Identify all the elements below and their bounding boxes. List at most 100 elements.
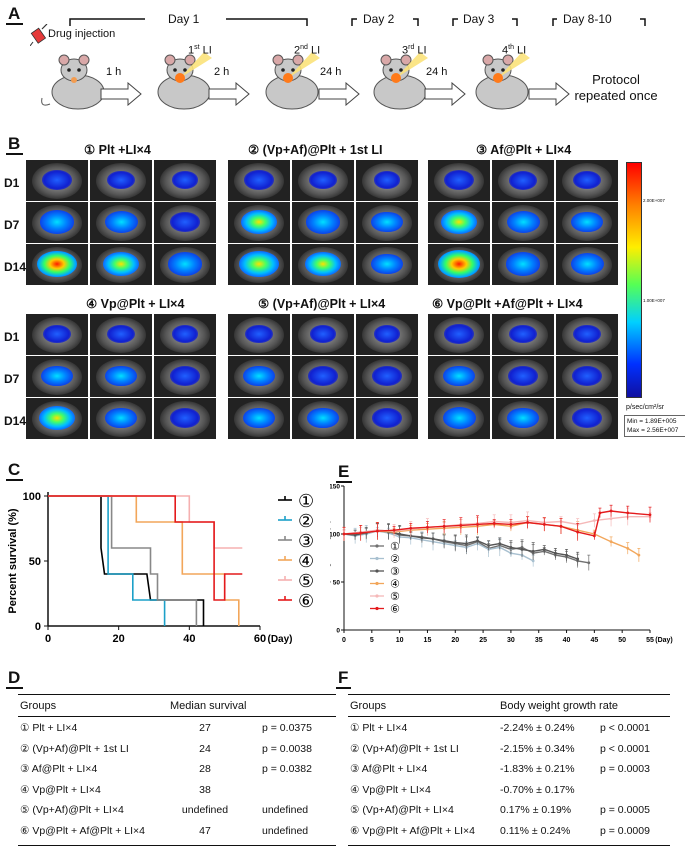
table-row-value: 0.11% ± 0.24% bbox=[500, 824, 571, 837]
y-tick-label: 100 bbox=[23, 491, 41, 503]
table-row-value: 27 bbox=[199, 722, 211, 734]
x-tick-label: 45 bbox=[590, 637, 598, 644]
weight-point bbox=[598, 511, 602, 515]
table-row-group: ② (Vp+Af)@Plt + 1st LI bbox=[350, 742, 459, 755]
x-axis-label: (Day) bbox=[655, 637, 673, 644]
weight-point bbox=[498, 542, 502, 545]
y-tick-label: 0 bbox=[336, 628, 340, 635]
mouse-image bbox=[292, 160, 354, 201]
weight-point bbox=[359, 531, 363, 535]
mouse-image bbox=[492, 398, 554, 439]
mouse-image bbox=[356, 356, 418, 397]
colorbar-unit: p/sec/cm²/sr bbox=[626, 404, 665, 411]
mouse-image bbox=[428, 356, 490, 397]
mouse-image bbox=[428, 202, 490, 243]
protocol-note: Protocol repeated once bbox=[574, 72, 658, 103]
weight-point bbox=[587, 561, 591, 565]
survival-line-1 bbox=[48, 495, 205, 626]
legend-marker-3 bbox=[375, 569, 379, 573]
colorbar-tick-high: 2.00E+007 bbox=[643, 198, 665, 203]
legend-label-5: ⑤ bbox=[390, 590, 400, 603]
weight-point bbox=[576, 530, 580, 534]
group-title-5: ⑤ (Vp+Af)@Plt + LI×4 bbox=[258, 297, 386, 311]
mouse-image bbox=[356, 314, 418, 355]
mouse-image bbox=[90, 160, 152, 201]
weight-point bbox=[531, 549, 535, 553]
time-label-4: 24 h bbox=[426, 66, 448, 78]
x-tick-label: 20 bbox=[113, 633, 125, 645]
survival-chart: 0 20 40 60 0 50 100 (Day) Percent survival (%) ①②… bbox=[7, 491, 314, 645]
mouse-image bbox=[228, 314, 290, 355]
arrow-icon-4 bbox=[424, 82, 466, 106]
legend-marker-5 bbox=[375, 594, 379, 598]
mouse-image bbox=[154, 244, 216, 285]
panel-label-d: D bbox=[5, 668, 24, 689]
row-label-d1-top: D1 bbox=[4, 176, 20, 190]
table-row-value: 28 bbox=[199, 763, 211, 775]
mouse-image bbox=[154, 398, 216, 439]
colorbar-range-box: Min = 1.89E+005 Max = 2.56E+007 bbox=[624, 415, 685, 437]
mouse-image bbox=[26, 202, 88, 243]
x-tick-label: 15 bbox=[424, 637, 432, 644]
mouse-image bbox=[556, 398, 618, 439]
row-label-d14-bottom: D14 bbox=[4, 414, 27, 428]
legend-label-3: ③ bbox=[298, 531, 314, 552]
table-row-p: p < 0.0001 bbox=[600, 722, 650, 734]
weight-point bbox=[420, 536, 424, 540]
panel-label-c: C bbox=[5, 460, 24, 481]
syringe-icon bbox=[30, 24, 48, 46]
mouse-icon-li-4 bbox=[475, 52, 530, 110]
legend-marker-6 bbox=[375, 606, 379, 611]
table-row-p: undefined bbox=[262, 804, 309, 816]
legend-marker-4 bbox=[375, 581, 379, 586]
weight-point bbox=[520, 547, 524, 551]
mouse-image bbox=[228, 356, 290, 397]
weight-point bbox=[476, 523, 479, 526]
panel-label-e: E bbox=[335, 462, 353, 483]
mouse-icon-li-3 bbox=[373, 52, 428, 110]
table-header-value: Body weight growth rate bbox=[500, 700, 619, 712]
table-row-p: p < 0.0001 bbox=[600, 742, 650, 755]
x-tick-label: 0 bbox=[342, 637, 346, 644]
table-row-group: ④ Vp@Plt + LI×4 bbox=[350, 783, 431, 796]
arrow-icon-5 bbox=[528, 82, 570, 106]
table-row-p: p = 0.0382 bbox=[262, 763, 312, 775]
table-mid-rule bbox=[18, 716, 336, 718]
mouse-image bbox=[428, 244, 490, 285]
mouse-image bbox=[228, 202, 290, 243]
weight-point bbox=[626, 547, 630, 550]
weight-point bbox=[353, 533, 357, 537]
mouse-image bbox=[356, 398, 418, 439]
mouse-image bbox=[90, 314, 152, 355]
x-tick-label: 25 bbox=[479, 637, 487, 644]
mouse-image bbox=[356, 244, 418, 285]
mouse-image bbox=[556, 314, 618, 355]
mouse-image bbox=[556, 160, 618, 201]
weight-point bbox=[442, 539, 446, 543]
table-row-group: ③ Af@Plt + LI×4 bbox=[350, 763, 428, 775]
mouse-image bbox=[90, 356, 152, 397]
survival-line-4 bbox=[48, 495, 240, 626]
day-label-3: Day 3 bbox=[463, 12, 495, 26]
weight-point bbox=[626, 511, 630, 515]
x-tick-label: 20 bbox=[451, 637, 459, 644]
legend-label-1: ① bbox=[298, 491, 314, 512]
group-title-3: ③ Af@Plt + LI×4 bbox=[476, 143, 572, 157]
mouse-image bbox=[90, 398, 152, 439]
table-row-value: 0.17% ± 0.19% bbox=[500, 804, 572, 816]
arrow-icon-2 bbox=[208, 82, 250, 106]
x-tick-label: 5 bbox=[370, 637, 374, 644]
panel-label-a: A bbox=[5, 4, 24, 25]
weight-point bbox=[426, 525, 429, 529]
weight-point bbox=[576, 557, 580, 561]
mouse-image bbox=[292, 202, 354, 243]
mouse-icon-li-2 bbox=[265, 52, 320, 110]
arrow-icon-3 bbox=[318, 82, 360, 106]
legend-marker-2 bbox=[375, 556, 379, 561]
weight-line-6 bbox=[343, 510, 651, 537]
weight-point bbox=[392, 528, 396, 532]
row-label-d7-top: D7 bbox=[4, 218, 20, 232]
weight-point bbox=[453, 541, 457, 545]
mouse-image bbox=[90, 202, 152, 243]
weight-point bbox=[509, 523, 513, 526]
